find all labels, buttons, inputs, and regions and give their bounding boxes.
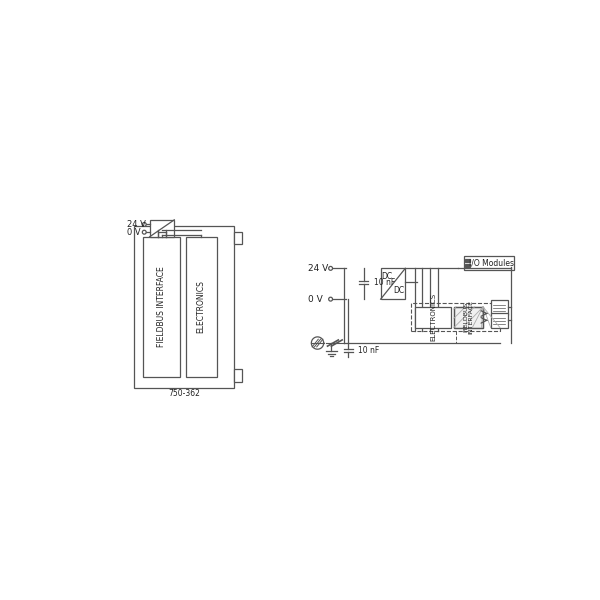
Bar (235, 369, 242, 382)
Bar (149, 220, 174, 237)
Bar (466, 259, 470, 262)
Bar (491, 299, 508, 315)
Text: 0 V: 0 V (127, 228, 141, 237)
Text: ELECTRONICS: ELECTRONICS (430, 293, 436, 341)
Circle shape (329, 297, 332, 301)
Bar (380, 268, 405, 299)
Bar (412, 303, 500, 331)
Text: I/O Modules: I/O Modules (469, 259, 514, 268)
Text: FIELDBUS
INTERFACE: FIELDBUS INTERFACE (463, 300, 474, 334)
Bar (134, 226, 235, 388)
Bar (454, 307, 483, 328)
Bar (466, 264, 470, 267)
Bar (143, 237, 179, 377)
Text: 24 V: 24 V (308, 264, 328, 273)
Bar (491, 313, 508, 328)
Bar (186, 237, 217, 377)
Bar (464, 256, 514, 270)
Text: 10 nF: 10 nF (374, 278, 395, 287)
Text: 750-362: 750-362 (169, 389, 200, 398)
Bar (235, 232, 242, 244)
Text: FIELDBUS INTERFACE: FIELDBUS INTERFACE (157, 266, 166, 347)
Text: 24 V: 24 V (127, 220, 146, 229)
Bar (454, 307, 483, 328)
Circle shape (142, 223, 146, 226)
Circle shape (142, 230, 146, 234)
Text: 10 nF: 10 nF (358, 346, 380, 355)
Circle shape (329, 266, 332, 270)
Text: DC: DC (394, 286, 404, 295)
Text: ELECTRONICS: ELECTRONICS (197, 280, 206, 333)
Text: 0 V: 0 V (308, 295, 322, 304)
Bar (415, 307, 451, 328)
Text: DC: DC (381, 272, 392, 281)
